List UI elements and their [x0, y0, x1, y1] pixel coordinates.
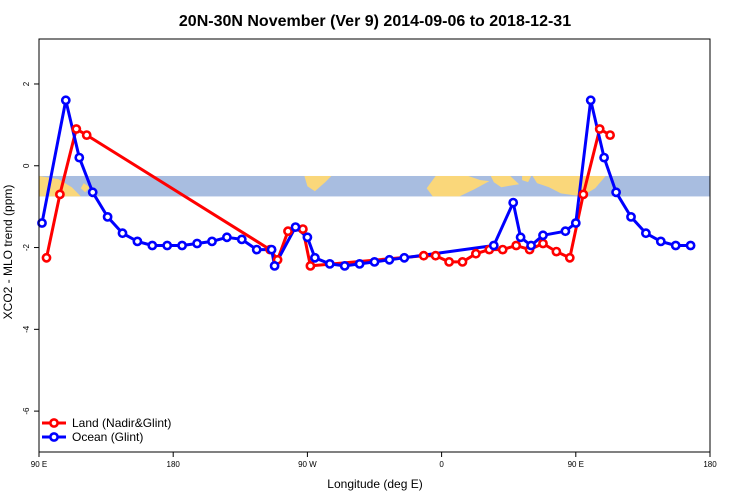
plot-frame — [38, 38, 711, 453]
data-point-land — [594, 124, 605, 134]
data-point-land — [497, 244, 508, 255]
data-point-ocean — [269, 260, 280, 271]
data-point-ocean — [685, 240, 696, 251]
data-point-ocean — [132, 236, 143, 247]
data-point-ocean — [147, 240, 158, 251]
data-point-land — [538, 238, 548, 249]
data-point-ocean — [60, 95, 71, 106]
land-mass — [522, 176, 532, 183]
data-point-ocean — [74, 152, 85, 163]
land-mass — [80, 183, 90, 193]
data-point-ocean — [192, 238, 202, 249]
legend-ocean-marker — [49, 432, 59, 442]
data-point-ocean — [508, 197, 519, 208]
data-point-land — [551, 246, 562, 257]
data-point-land — [283, 226, 293, 237]
legend-land-label: Land (Nadir&Glint) — [72, 416, 171, 430]
data-point-ocean — [384, 254, 395, 265]
data-point-ocean — [670, 240, 681, 251]
data-point-ocean — [309, 252, 320, 263]
land-mass — [426, 176, 490, 197]
data-point-land — [578, 189, 589, 200]
data-point-ocean — [399, 252, 410, 263]
series-layer — [37, 95, 696, 271]
series-line-land — [45, 127, 611, 268]
data-point-ocean — [339, 260, 350, 271]
data-point-ocean — [488, 240, 499, 251]
data-point-ocean — [302, 232, 313, 243]
legend-ocean-label: Ocean (Glint) — [72, 430, 143, 444]
y-axis: 2 0 -2 -4 -6 — [22, 81, 39, 415]
legend-land-marker — [49, 418, 59, 428]
y-tick-label: 2 — [22, 81, 31, 86]
data-point-ocean — [207, 236, 217, 247]
data-point-ocean — [290, 222, 301, 232]
data-point-ocean — [369, 256, 380, 267]
data-point-land — [430, 250, 441, 261]
data-point-ocean — [177, 240, 187, 251]
data-point-ocean — [560, 226, 571, 237]
x-tick-label: 180 — [167, 460, 181, 469]
data-point-ocean — [641, 228, 651, 239]
y-axis-label: XCO2 - MLO trend (ppm) — [1, 185, 15, 320]
data-point-ocean — [515, 232, 526, 243]
data-point-ocean — [221, 232, 232, 243]
data-point-ocean — [626, 211, 636, 222]
data-point-ocean — [570, 218, 581, 228]
chart-title: 20N-30N November (Ver 9) 2014-09-06 to 2… — [179, 13, 571, 30]
data-point-land — [55, 189, 65, 200]
x-axis: 90 E 180 90 W 0 90 E 180 — [31, 452, 717, 469]
data-point-ocean — [655, 236, 666, 247]
data-point-land — [564, 252, 575, 263]
data-point-land — [470, 248, 481, 259]
y-tick-label: 0 — [22, 163, 31, 168]
x-tick-label: 180 — [703, 460, 717, 469]
data-point-ocean — [117, 228, 128, 239]
ocean-band — [39, 175, 710, 197]
x-tick-label: 0 — [439, 460, 444, 469]
data-point-ocean — [324, 258, 335, 269]
data-point-ocean — [266, 244, 277, 255]
data-point-ocean — [236, 234, 247, 245]
legend: Land (Nadir&Glint) Ocean (Glint) — [42, 416, 171, 444]
data-point-ocean — [599, 152, 609, 163]
data-point-ocean — [585, 95, 596, 106]
data-point-ocean — [538, 230, 548, 241]
data-point-land — [444, 256, 454, 267]
x-tick-label: 90 E — [568, 460, 584, 469]
data-point-ocean — [102, 211, 113, 222]
data-point-ocean — [354, 258, 365, 269]
x-tick-label: 90 W — [298, 460, 317, 469]
data-point-land — [41, 252, 52, 263]
data-point-land — [457, 256, 468, 267]
data-point-ocean — [526, 240, 536, 251]
data-point-ocean — [251, 244, 262, 255]
land-ocean-band — [39, 175, 710, 197]
y-tick-label: -2 — [22, 243, 31, 251]
data-point-land — [605, 130, 615, 140]
data-point-land — [71, 124, 82, 134]
data-point-ocean — [611, 187, 621, 198]
data-point-ocean — [87, 187, 98, 198]
data-point-land — [511, 240, 522, 251]
data-point-land — [81, 130, 92, 140]
data-point-ocean — [162, 240, 173, 251]
data-point-ocean — [37, 218, 47, 228]
land-mass — [304, 176, 332, 192]
x-tick-label: 90 E — [31, 460, 47, 469]
y-tick-label: -4 — [22, 325, 31, 333]
data-point-land — [297, 224, 308, 234]
x-axis-label: Longitude (deg E) — [327, 477, 422, 491]
y-tick-label: -6 — [22, 407, 31, 415]
land-mass — [490, 176, 520, 188]
data-point-land — [418, 250, 429, 261]
data-point-land — [305, 260, 316, 271]
